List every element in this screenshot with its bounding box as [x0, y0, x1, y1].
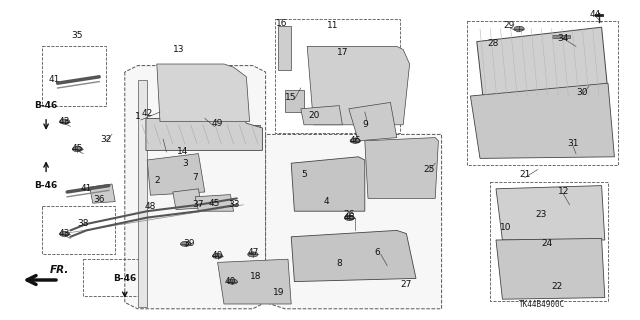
- Text: 46: 46: [349, 136, 361, 145]
- Text: 2: 2: [154, 176, 159, 185]
- Bar: [552, 35, 570, 38]
- Text: 3: 3: [183, 159, 188, 168]
- Bar: [275, 19, 400, 133]
- Circle shape: [72, 147, 83, 152]
- Text: 20: 20: [308, 111, 319, 120]
- Circle shape: [60, 119, 70, 124]
- Polygon shape: [218, 259, 291, 304]
- Text: 23: 23: [535, 210, 547, 219]
- Polygon shape: [195, 195, 234, 211]
- Text: 31: 31: [567, 140, 579, 148]
- Text: 21: 21: [519, 170, 531, 179]
- Text: 36: 36: [93, 196, 105, 204]
- Text: 48: 48: [145, 202, 156, 211]
- Text: 35: 35: [71, 31, 83, 40]
- Text: 39: 39: [183, 239, 195, 248]
- Polygon shape: [496, 238, 605, 299]
- Text: 1: 1: [135, 112, 140, 121]
- Circle shape: [514, 26, 524, 31]
- Text: 42: 42: [141, 109, 153, 118]
- Circle shape: [227, 279, 237, 284]
- Text: 45: 45: [209, 199, 220, 208]
- Text: 14: 14: [177, 148, 188, 156]
- Polygon shape: [291, 157, 365, 211]
- Text: 22: 22: [551, 282, 563, 291]
- Text: 18: 18: [250, 272, 262, 281]
- Text: 32: 32: [100, 135, 111, 144]
- Polygon shape: [278, 26, 291, 70]
- Text: 40: 40: [212, 252, 223, 260]
- Text: 10: 10: [500, 223, 511, 232]
- Text: 5: 5: [301, 170, 307, 179]
- Polygon shape: [301, 106, 342, 125]
- Polygon shape: [125, 66, 266, 309]
- Text: 33: 33: [228, 200, 239, 209]
- Polygon shape: [307, 46, 410, 125]
- Text: 9: 9: [362, 120, 367, 129]
- Text: 49: 49: [212, 119, 223, 128]
- Text: 41: 41: [49, 76, 60, 84]
- Polygon shape: [138, 80, 147, 307]
- Circle shape: [180, 241, 191, 246]
- Text: 24: 24: [541, 239, 553, 248]
- Text: B-46: B-46: [35, 101, 58, 110]
- Text: 43: 43: [58, 229, 70, 238]
- Text: 40: 40: [225, 277, 236, 286]
- Text: TK44B4900C: TK44B4900C: [518, 300, 564, 309]
- Text: 6: 6: [375, 248, 380, 257]
- Bar: [142, 125, 260, 144]
- Text: 43: 43: [58, 117, 70, 126]
- Text: 17: 17: [337, 48, 348, 57]
- Text: 15: 15: [285, 93, 297, 102]
- Text: 13: 13: [173, 45, 185, 54]
- Text: 44: 44: [589, 10, 601, 19]
- Circle shape: [60, 231, 70, 236]
- Text: FR.: FR.: [50, 265, 69, 275]
- Text: 16: 16: [276, 20, 287, 28]
- Text: 37: 37: [193, 200, 204, 209]
- Text: 38: 38: [77, 220, 89, 228]
- Bar: [42, 206, 115, 254]
- Text: 25: 25: [423, 165, 435, 174]
- Polygon shape: [173, 189, 202, 210]
- Circle shape: [344, 215, 355, 220]
- Circle shape: [248, 252, 258, 257]
- Polygon shape: [470, 83, 614, 158]
- Text: 47: 47: [247, 248, 259, 257]
- Text: B-46: B-46: [35, 181, 58, 190]
- Text: 8: 8: [337, 260, 342, 268]
- Text: 4: 4: [324, 197, 329, 206]
- Polygon shape: [90, 184, 115, 203]
- Text: 26: 26: [343, 210, 355, 219]
- Text: 45: 45: [71, 144, 83, 153]
- Bar: [83, 259, 144, 296]
- Polygon shape: [365, 138, 438, 198]
- Polygon shape: [147, 154, 205, 195]
- Polygon shape: [285, 90, 304, 112]
- Bar: [467, 21, 618, 165]
- Polygon shape: [146, 118, 262, 150]
- Text: 19: 19: [273, 288, 284, 297]
- Bar: [490, 182, 608, 301]
- Polygon shape: [157, 64, 250, 122]
- Text: 27: 27: [401, 280, 412, 289]
- Polygon shape: [496, 186, 605, 240]
- Bar: [42, 46, 106, 106]
- Text: B-46: B-46: [113, 274, 136, 283]
- Polygon shape: [291, 230, 416, 282]
- Text: 11: 11: [327, 21, 339, 30]
- Text: 41: 41: [81, 184, 92, 193]
- Text: 46: 46: [343, 213, 355, 222]
- Text: 29: 29: [503, 21, 515, 30]
- Text: 30: 30: [577, 88, 588, 97]
- Circle shape: [350, 138, 360, 143]
- Polygon shape: [349, 102, 397, 141]
- Text: 7: 7: [193, 173, 198, 182]
- Text: 12: 12: [557, 188, 569, 196]
- Text: 28: 28: [487, 39, 499, 48]
- Circle shape: [212, 253, 223, 259]
- Polygon shape: [477, 27, 608, 99]
- Text: 34: 34: [557, 34, 569, 43]
- Polygon shape: [266, 134, 442, 309]
